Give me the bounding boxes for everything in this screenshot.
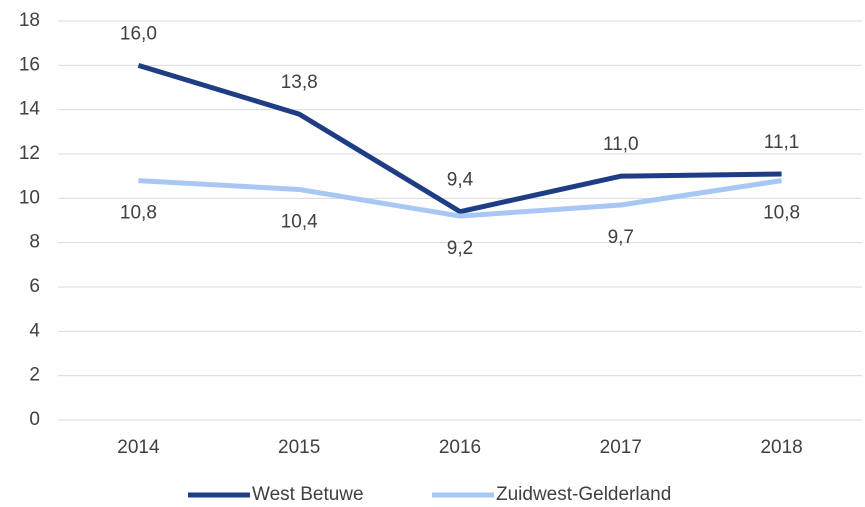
x-tick-label: 2014 [117,437,160,458]
x-tick-label: 2015 [278,437,320,458]
x-tick-label: 2016 [439,437,481,458]
y-tick-label: 12 [19,143,40,164]
data-label: 10,4 [281,211,318,232]
data-label: 9,4 [447,170,474,191]
data-label: 9,7 [608,227,634,248]
legend-label: Zuidwest-Gelderland [496,484,671,505]
series-line [137,62,782,215]
data-label: 10,8 [763,203,800,224]
y-tick-label: 8 [29,232,40,253]
y-tick-label: 6 [29,276,40,297]
data-label: 13,8 [281,72,318,93]
x-tick-label: 2018 [760,437,802,458]
y-tick-label: 16 [19,54,40,75]
y-tick-label: 2 [29,365,40,386]
data-label: 11,1 [764,132,800,153]
y-tick-label: 10 [19,187,40,208]
data-label: 10,8 [120,203,157,224]
y-tick-label: 4 [29,320,40,341]
series-line [138,178,782,219]
y-tick-label: 0 [29,409,40,430]
legend-label: West Betuwe [252,484,364,505]
y-tick-label: 14 [19,99,41,120]
y-tick-label: 18 [19,10,40,31]
data-label: 11,0 [603,134,639,155]
data-label: 16,0 [120,23,157,44]
x-tick-label: 2017 [600,437,642,458]
data-label: 9,2 [447,238,473,259]
